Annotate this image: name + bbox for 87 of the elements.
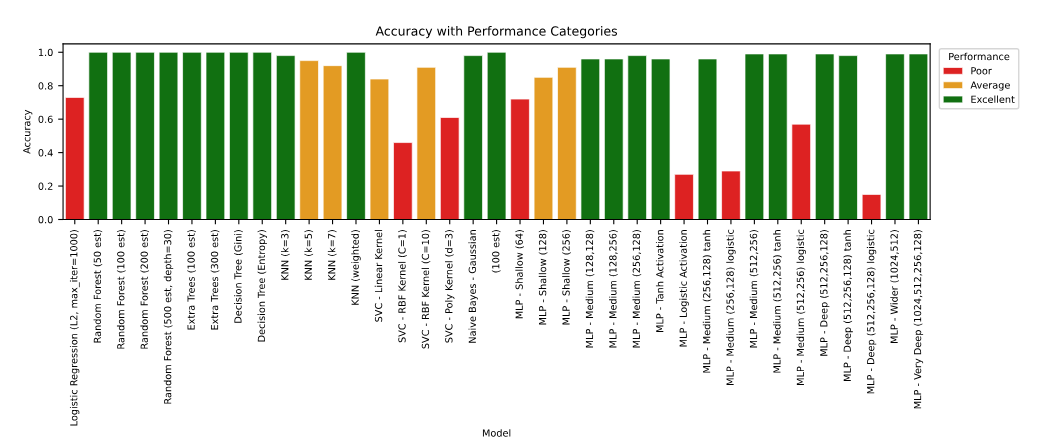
- legend-label: Poor: [971, 67, 992, 75]
- bar: [65, 97, 85, 220]
- x-tick-label: MLP - Tanh Activation: [655, 230, 664, 332]
- bar: [697, 58, 718, 220]
- legend-label: Average: [970, 81, 1010, 91]
- bar: [674, 174, 694, 220]
- bar: [838, 55, 858, 220]
- x-tick-label: MLP - Shallow (64): [515, 230, 524, 319]
- bar: [814, 53, 835, 220]
- y-axis-title: Accuracy: [23, 109, 33, 154]
- x-tick-label: Logistic Regression (L2, max_iter=1000): [69, 230, 80, 426]
- y-tick-label: 0.4: [38, 149, 53, 157]
- chart-title: Accuracy with Performance Categories: [375, 26, 618, 39]
- x-tick-label: MLP - Medium (128,128): [585, 230, 595, 348]
- x-tick-label: SVC - Poly Kernel (d=3): [445, 230, 455, 343]
- bar: [533, 77, 554, 220]
- bar: [768, 53, 788, 220]
- bar: [463, 55, 483, 220]
- x-tick-label: KNN (weighted): [351, 230, 361, 305]
- x-tick-label: MLP - Deep (512,256,128): [819, 230, 830, 356]
- x-tick-label: MLP - Medium (512,256): [749, 230, 759, 348]
- x-tick-label: Extra Trees (100 est): [187, 230, 196, 330]
- bar: [744, 53, 765, 220]
- bar: [229, 51, 249, 220]
- y-tick-label: 0.8: [38, 82, 53, 90]
- x-tick-label: Decision Tree (Entropy): [257, 230, 267, 342]
- x-tick-label: Extra Trees (300 est): [210, 230, 220, 330]
- x-tick-label: Random Forest (100 est): [116, 230, 126, 349]
- y-tick-label: 0.6: [38, 115, 53, 123]
- y-tick-label: 0.0: [38, 215, 53, 224]
- x-tick-label: MLP - Deep (512,256,128) logistic: [866, 229, 877, 394]
- bar: [604, 58, 624, 220]
- x-tick-label: MLP - Shallow (128): [538, 230, 548, 325]
- legend-title: Performance: [949, 52, 1010, 61]
- bar: [486, 51, 507, 220]
- x-tick-label: KNN (k=3): [280, 230, 290, 280]
- x-axis-title: Model: [482, 429, 511, 437]
- bar: [791, 123, 811, 220]
- bar: [111, 51, 132, 220]
- x-tick-label: MLP - Medium (256,128): [632, 230, 642, 348]
- bar: [885, 53, 905, 220]
- x-tick-label: MLP - Medium (256,128) logistic: [726, 229, 736, 385]
- bar: [135, 51, 155, 220]
- x-tick-label: SVC - RBF Kernel (C=1): [398, 230, 407, 343]
- x-tick-label: MLP - Very Deep (1024,512,256,128): [913, 230, 924, 409]
- y-tick-label: 1.0: [38, 48, 53, 57]
- bar: [346, 51, 366, 220]
- bar: [416, 66, 437, 220]
- x-tick-label: MLP - Deep (512,256,128) tanh: [843, 230, 853, 381]
- bar: [88, 51, 108, 220]
- bar: [182, 51, 202, 220]
- legend-label: Excellent: [971, 95, 1015, 103]
- x-tick-label: MLP - Medium (256,128) tanh: [702, 230, 712, 373]
- x-tick-label: Random Forest (50 est): [93, 230, 103, 343]
- x-tick-label: SVC - RBF Kernel (C=10): [421, 230, 431, 349]
- x-tick-label: MLP - Shallow (256): [562, 230, 571, 325]
- x-tick-label: SVC - Linear Kernel: [374, 230, 383, 322]
- x-tick-label: KNN (k=7): [327, 230, 337, 280]
- x-tick-label: MLP - Wider (1024,512): [890, 230, 899, 343]
- bar: [205, 51, 226, 220]
- bar: [908, 53, 929, 220]
- bar: [322, 65, 343, 220]
- bar: [580, 58, 601, 220]
- bar: [627, 55, 647, 220]
- x-tick-label: MLP - Medium (128,256): [609, 230, 618, 348]
- bar: [158, 51, 179, 220]
- bar: [252, 51, 272, 220]
- bar: [393, 142, 413, 220]
- bar: [650, 58, 671, 220]
- bar: [299, 60, 319, 220]
- bar: [369, 78, 390, 220]
- bar: [440, 117, 460, 220]
- bar: [861, 194, 882, 220]
- x-tick-label: MLP - Medium (512,256) tanh: [773, 230, 782, 373]
- bar: [510, 98, 530, 220]
- x-tick-label: Random Forest (200 est): [140, 230, 150, 349]
- bar: [275, 55, 296, 220]
- x-tick-label: MLP - Logistic Activation: [679, 230, 689, 347]
- x-tick-label: Naive Bayes - Gaussian: [468, 230, 478, 343]
- y-tick-label: 0.2: [38, 182, 53, 190]
- x-tick-label: Random Forest (500 est, depth=30): [163, 230, 174, 404]
- x-tick-label: KNN (k=5): [304, 230, 314, 280]
- bar: [721, 170, 741, 220]
- bar: [557, 66, 577, 220]
- x-tick-label: MLP - Medium (512,256) logistic: [796, 229, 806, 385]
- x-tick-label: (100 est): [491, 230, 501, 273]
- x-tick-label: Decision Tree (Gini): [234, 230, 243, 323]
